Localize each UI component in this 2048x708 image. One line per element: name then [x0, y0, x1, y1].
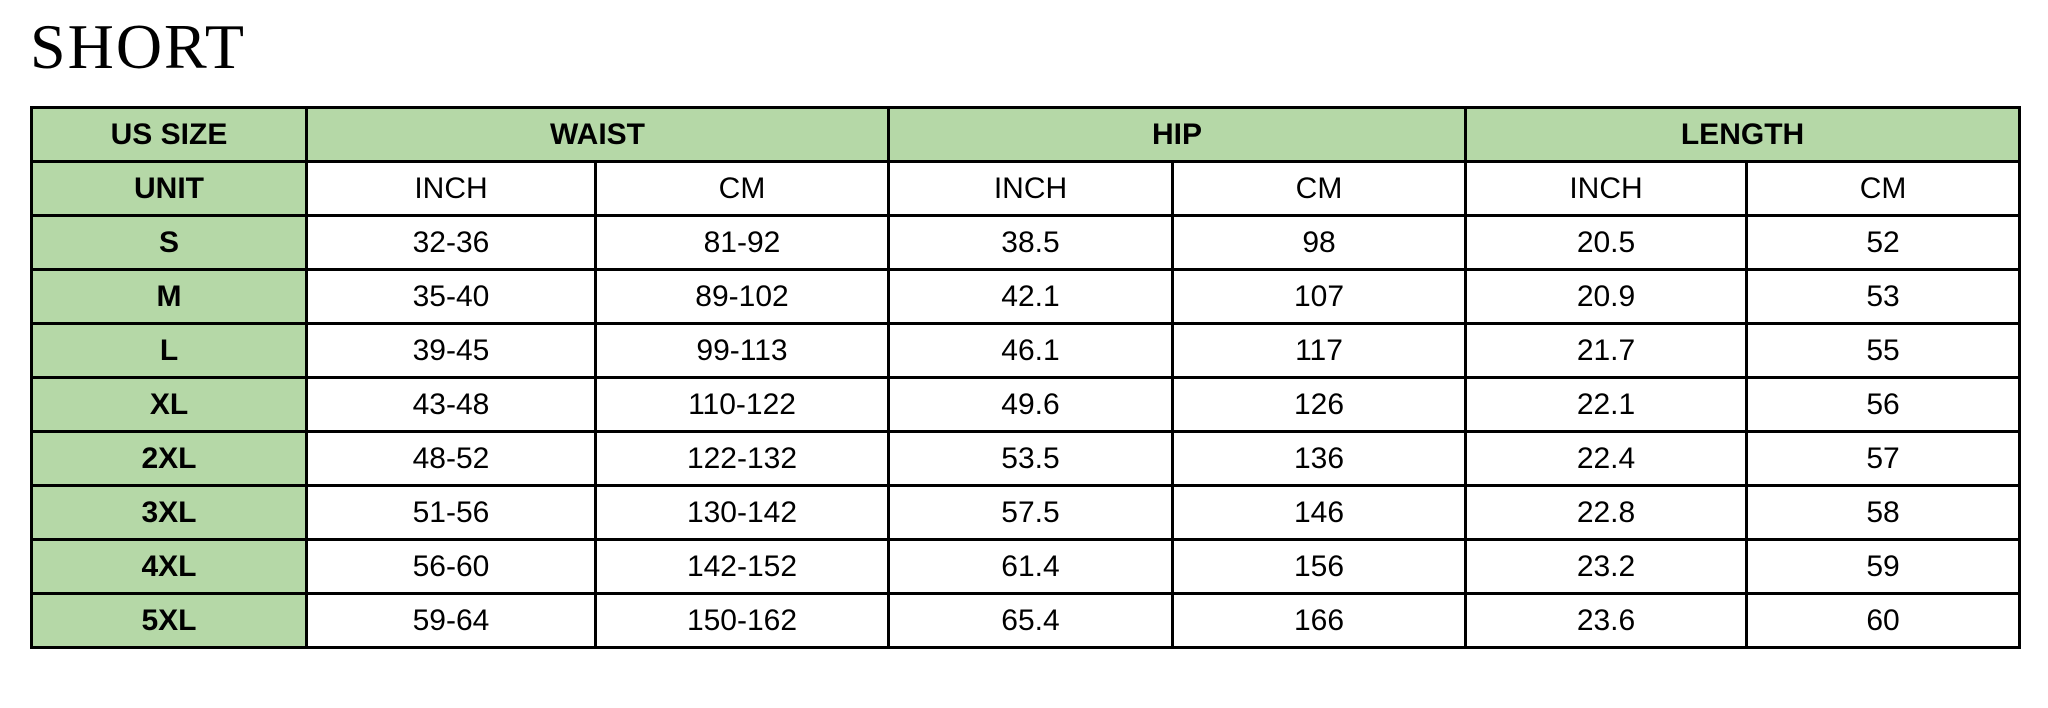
table-row: 2XL 48-52 122-132 53.5 136 22.4 57 [32, 432, 2020, 486]
cell: 49.6 [889, 378, 1173, 432]
size-label: 3XL [32, 486, 307, 540]
unit-length-cm: CM [1747, 162, 2020, 216]
header-hip: HIP [889, 108, 1466, 162]
table-unit-row: UNIT INCH CM INCH CM INCH CM [32, 162, 2020, 216]
cell: 99-113 [596, 324, 889, 378]
cell: 58 [1747, 486, 2020, 540]
unit-waist-inch: INCH [307, 162, 596, 216]
cell: 59 [1747, 540, 2020, 594]
header-waist: WAIST [307, 108, 889, 162]
cell: 46.1 [889, 324, 1173, 378]
cell: 52 [1747, 216, 2020, 270]
unit-label: UNIT [32, 162, 307, 216]
cell: 55 [1747, 324, 2020, 378]
table-row: 3XL 51-56 130-142 57.5 146 22.8 58 [32, 486, 2020, 540]
header-length: LENGTH [1466, 108, 2020, 162]
cell: 43-48 [307, 378, 596, 432]
cell: 65.4 [889, 594, 1173, 648]
cell: 39-45 [307, 324, 596, 378]
size-label: L [32, 324, 307, 378]
cell: 56-60 [307, 540, 596, 594]
cell: 107 [1173, 270, 1466, 324]
header-us-size: US SIZE [32, 108, 307, 162]
cell: 60 [1747, 594, 2020, 648]
cell: 22.8 [1466, 486, 1747, 540]
cell: 98 [1173, 216, 1466, 270]
cell: 126 [1173, 378, 1466, 432]
cell: 35-40 [307, 270, 596, 324]
table-row: 5XL 59-64 150-162 65.4 166 23.6 60 [32, 594, 2020, 648]
unit-waist-cm: CM [596, 162, 889, 216]
cell: 81-92 [596, 216, 889, 270]
size-chart-table: US SIZE WAIST HIP LENGTH UNIT INCH CM IN… [30, 106, 2021, 649]
cell: 122-132 [596, 432, 889, 486]
cell: 48-52 [307, 432, 596, 486]
cell: 23.2 [1466, 540, 1747, 594]
cell: 156 [1173, 540, 1466, 594]
cell: 136 [1173, 432, 1466, 486]
cell: 22.1 [1466, 378, 1747, 432]
cell: 23.6 [1466, 594, 1747, 648]
size-label: 2XL [32, 432, 307, 486]
cell: 110-122 [596, 378, 889, 432]
table-header-row: US SIZE WAIST HIP LENGTH [32, 108, 2020, 162]
cell: 20.9 [1466, 270, 1747, 324]
table-row: M 35-40 89-102 42.1 107 20.9 53 [32, 270, 2020, 324]
cell: 142-152 [596, 540, 889, 594]
cell: 56 [1747, 378, 2020, 432]
cell: 61.4 [889, 540, 1173, 594]
unit-hip-cm: CM [1173, 162, 1466, 216]
cell: 117 [1173, 324, 1466, 378]
table-row: S 32-36 81-92 38.5 98 20.5 52 [32, 216, 2020, 270]
cell: 53.5 [889, 432, 1173, 486]
cell: 89-102 [596, 270, 889, 324]
cell: 57.5 [889, 486, 1173, 540]
table-row: L 39-45 99-113 46.1 117 21.7 55 [32, 324, 2020, 378]
cell: 38.5 [889, 216, 1173, 270]
cell: 59-64 [307, 594, 596, 648]
cell: 20.5 [1466, 216, 1747, 270]
size-label: M [32, 270, 307, 324]
cell: 53 [1747, 270, 2020, 324]
cell: 32-36 [307, 216, 596, 270]
table-row: XL 43-48 110-122 49.6 126 22.1 56 [32, 378, 2020, 432]
table-row: 4XL 56-60 142-152 61.4 156 23.2 59 [32, 540, 2020, 594]
cell: 21.7 [1466, 324, 1747, 378]
cell: 146 [1173, 486, 1466, 540]
size-label: 4XL [32, 540, 307, 594]
cell: 166 [1173, 594, 1466, 648]
page-title: SHORT [30, 10, 2018, 84]
unit-hip-inch: INCH [889, 162, 1173, 216]
cell: 130-142 [596, 486, 889, 540]
unit-length-inch: INCH [1466, 162, 1747, 216]
size-label: 5XL [32, 594, 307, 648]
cell: 57 [1747, 432, 2020, 486]
size-label: XL [32, 378, 307, 432]
cell: 22.4 [1466, 432, 1747, 486]
cell: 42.1 [889, 270, 1173, 324]
cell: 51-56 [307, 486, 596, 540]
size-label: S [32, 216, 307, 270]
cell: 150-162 [596, 594, 889, 648]
